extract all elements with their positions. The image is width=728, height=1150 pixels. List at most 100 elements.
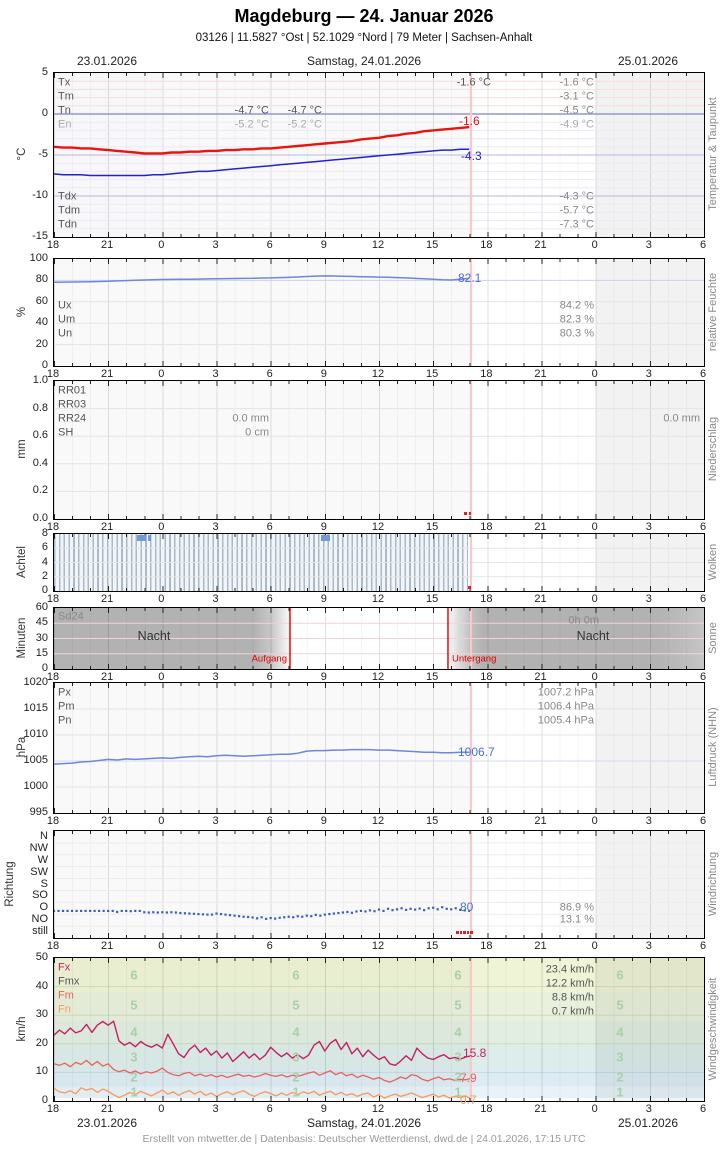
x-tick-label: 3 xyxy=(645,671,652,683)
y-tick-label: 1010 xyxy=(23,728,48,740)
x-tick-label: 3 xyxy=(645,593,652,605)
x-tick-label: 21 xyxy=(534,1103,547,1115)
annotation-fx: Fx xyxy=(58,961,71,974)
x-axis-temperatur: 18 21 0 3 6 9 12 15 18 21 0 3 6 xyxy=(47,238,706,251)
date-center: Samstag, 24.01.2026 xyxy=(306,54,422,68)
credit-line: Erstellt von mtwetter.de | Datenbasis: D… xyxy=(142,1133,586,1145)
panel-feuchte: Ux Um Un 84.2 % 82.3 % 80.3 % 82.1 xyxy=(53,258,705,367)
axis-title-left-feuchte: % xyxy=(16,306,28,317)
x-tick-label: 21 xyxy=(534,940,547,952)
annotation-7-9: 7.9 xyxy=(460,1071,477,1085)
x-tick-label: 6 xyxy=(699,671,707,683)
x-tick-label: 15 xyxy=(426,671,439,683)
x-tick-label: 3 xyxy=(212,593,219,605)
panel-windgeschwindigkeit: Fx Fmx Fm Fn 23.4 km/h 12.2 km/h 8.8 km/h 0.7 k… xyxy=(53,957,705,1106)
annotation-4: 4 xyxy=(454,1024,462,1040)
axis-ticks-major xyxy=(54,586,704,591)
annotation-un: Un xyxy=(58,327,73,340)
annotation-3: 3 xyxy=(454,1049,462,1065)
x-axis-luftdruck: 18 21 0 3 6 9 12 15 18 21 0 3 6 xyxy=(47,814,707,827)
axis-ticks-major xyxy=(54,831,704,836)
current-time-line xyxy=(470,381,473,519)
y-tick-label: still xyxy=(32,925,48,938)
plot-temperatur xyxy=(54,80,704,230)
data-mark xyxy=(321,535,330,541)
x-tick-label: 3 xyxy=(212,815,219,827)
x-tick-label: 0 xyxy=(591,521,598,533)
annotation-5: 5 xyxy=(292,997,300,1013)
y-tick-label: 30 xyxy=(35,1008,48,1021)
hour-gridlines xyxy=(54,683,704,813)
x-tick-label: 6 xyxy=(699,521,707,533)
series-Luftdruck xyxy=(54,748,470,765)
annotation--4-3: -4.3 xyxy=(461,149,482,163)
y-tick-label: 995 xyxy=(29,806,48,818)
x-tick-label: 21 xyxy=(101,815,114,827)
annotation--4-7-c: -4.7 °C xyxy=(287,104,322,117)
x-tick-label: 12 xyxy=(371,1103,385,1115)
annotation--7-3-c: -7.3 °C xyxy=(559,218,594,231)
data-mark xyxy=(459,931,462,934)
annotation-6: 6 xyxy=(292,967,300,983)
current-time-line xyxy=(470,608,473,669)
x-tick-label: 6 xyxy=(266,521,273,533)
x-tick-label: 21 xyxy=(101,671,114,683)
axis-ticks-major xyxy=(54,608,704,613)
x-tick-label: 3 xyxy=(645,940,652,952)
previous-day-shade xyxy=(54,683,163,813)
annotation--5-2-c: -5.2 °C xyxy=(287,118,322,131)
x-tick-label: 21 xyxy=(101,940,114,952)
axis-ticks-major xyxy=(54,232,704,237)
annotation-5: 5 xyxy=(616,997,624,1013)
axis-ticks-major xyxy=(54,1096,704,1101)
y-tick-label: 40 xyxy=(35,979,48,992)
annotation--4-9-c: -4.9 °C xyxy=(559,118,594,131)
x-tick-label: 0 xyxy=(158,521,165,533)
axis-ticks-major xyxy=(54,73,704,78)
axis-ticks-major xyxy=(54,933,704,938)
x-tick-label: 0 xyxy=(158,1103,165,1115)
x-tick-label: 0 xyxy=(591,940,598,952)
annotation-1: 1 xyxy=(130,1084,138,1100)
x-tick-label: 15 xyxy=(426,1103,439,1115)
x-tick-label: 6 xyxy=(266,815,273,827)
x-tick-label: 6 xyxy=(266,239,273,251)
x-tick-label: 0 xyxy=(158,815,165,827)
x-tick-label: 18 xyxy=(480,368,493,380)
x-tick-label: 6 xyxy=(699,815,707,827)
annotation-pn: Pn xyxy=(58,714,72,727)
x-tick-label: 6 xyxy=(266,1103,273,1115)
annotation-12-2-km-h: 12.2 km/h xyxy=(545,977,594,990)
annotation-tdx: Tdx xyxy=(58,190,77,203)
x-tick-label: 18 xyxy=(46,671,60,683)
x-tick-label: 18 xyxy=(480,593,493,605)
annotation-nacht: Nacht xyxy=(576,628,610,643)
x-tick-label: 18 xyxy=(46,940,60,952)
station-info: 03126 | 11.5827 °Ost | 52.1029 °Nord | 7… xyxy=(195,32,533,44)
hour-gridlines xyxy=(54,831,704,938)
y-tick-label: 0 xyxy=(41,107,48,119)
x-tick-label: 9 xyxy=(320,368,327,380)
date-left: 23.01.2026 xyxy=(76,54,138,68)
annotation--4-5-c: -4.5 °C xyxy=(559,104,594,117)
x-tick-label: 3 xyxy=(645,239,652,251)
annotation-px: Px xyxy=(58,686,71,699)
axis-title-right-luftdruck: Luftdruck (NHN) xyxy=(707,707,719,787)
annotation-5: 5 xyxy=(454,997,462,1013)
annotation--5-2-c: -5.2 °C xyxy=(234,118,269,131)
annotation-3: 3 xyxy=(130,1049,138,1065)
annotation-6: 6 xyxy=(130,967,138,983)
annotation-tdm: Tdm xyxy=(58,204,80,217)
x-tick-label: 18 xyxy=(46,368,60,380)
annotation--3-1-c: -3.1 °C xyxy=(559,90,594,103)
annotation-0-0-mm: 0.0 mm xyxy=(663,412,700,425)
y-tick-label: 1020 xyxy=(23,676,48,688)
annotation-0-cm: 0 cm xyxy=(245,426,269,439)
series-relative Feuchte xyxy=(54,275,470,283)
current-time-line xyxy=(470,683,473,813)
series-Taupunkt xyxy=(54,148,470,177)
annotation-rr01: RR01 xyxy=(58,384,87,397)
y-tick-label: 100 xyxy=(29,252,48,264)
axis-ticks-major xyxy=(54,534,704,539)
current-time-line xyxy=(470,534,473,591)
